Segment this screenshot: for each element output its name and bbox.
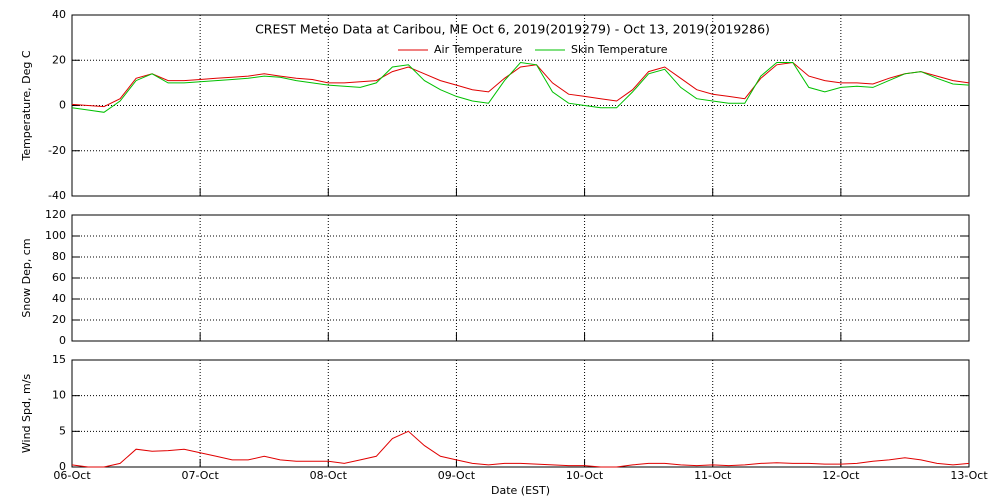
x-tick-label: 06-Oct	[53, 469, 91, 482]
x-tick-label: 13-Oct	[950, 469, 988, 482]
y-tick-label: 40	[52, 292, 66, 305]
y-tick-label: 120	[45, 208, 66, 221]
y-tick-label: 80	[52, 250, 66, 263]
y-tick-label: 100	[45, 229, 66, 242]
legend-label: Skin Temperature	[571, 43, 668, 56]
y-axis-label: Temperature, Deg C	[20, 50, 33, 161]
legend-label: Air Temperature	[434, 43, 523, 56]
y-tick-label: 20	[52, 313, 66, 326]
plot-frame	[71, 359, 970, 468]
y-tick-label: -20	[48, 144, 66, 157]
y-tick-label: 5	[59, 424, 66, 437]
x-tick-label: 09-Oct	[438, 469, 476, 482]
y-tick-label: -40	[48, 189, 66, 202]
y-tick-label: 10	[52, 389, 66, 402]
data-line	[71, 61, 970, 108]
y-axis-label: Wind Spd, m/s	[20, 374, 33, 454]
y-tick-label: 20	[52, 53, 66, 66]
chart-title: CREST Meteo Data at Caribou, ME Oct 6, 2…	[255, 22, 770, 37]
x-tick-label: 12-Oct	[822, 469, 860, 482]
data-line	[71, 430, 970, 468]
y-tick-label: 60	[52, 271, 66, 284]
data-line	[71, 61, 970, 113]
y-tick-label: 15	[52, 353, 66, 366]
x-tick-label: 07-Oct	[181, 469, 219, 482]
y-tick-label: 0	[59, 460, 66, 473]
y-axis-label: Snow Dep, cm	[20, 238, 33, 317]
y-tick-label: 0	[59, 99, 66, 112]
plot-frame	[71, 14, 970, 197]
x-tick-label: 10-Oct	[566, 469, 604, 482]
x-axis-label: Date (EST)	[491, 484, 550, 497]
y-tick-label: 40	[52, 8, 66, 21]
y-tick-label: 0	[59, 334, 66, 347]
plot-frame	[71, 214, 970, 342]
x-tick-label: 11-Oct	[694, 469, 732, 482]
x-tick-label: 08-Oct	[310, 469, 348, 482]
